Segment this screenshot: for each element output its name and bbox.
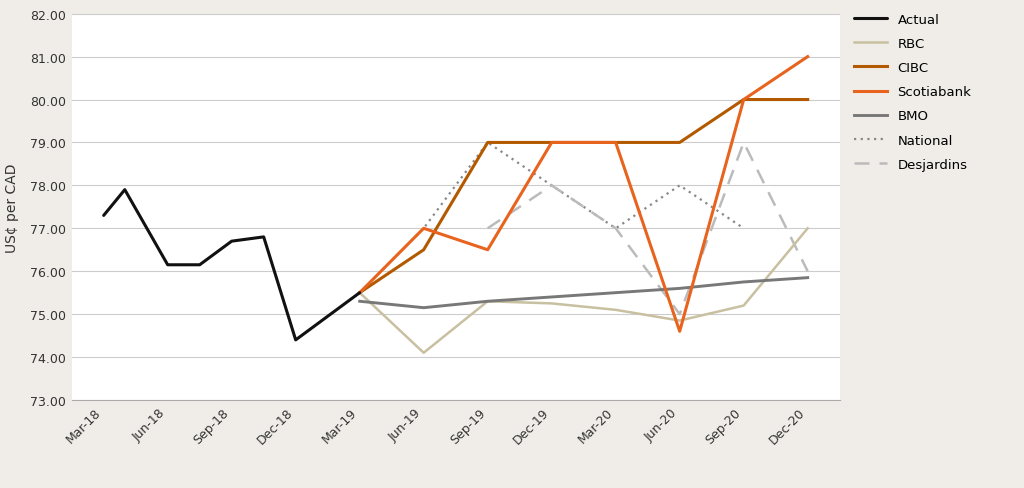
RBC <box>418 350 430 356</box>
Scotiabank <box>609 140 622 146</box>
CIBC <box>609 140 622 146</box>
Actual <box>353 290 366 296</box>
Actual <box>225 239 238 244</box>
RBC <box>353 290 366 296</box>
Scotiabank <box>674 329 686 335</box>
Actual <box>290 337 302 343</box>
National <box>353 290 366 296</box>
Desjardins <box>674 311 686 317</box>
Desjardins <box>481 226 494 232</box>
CIBC <box>481 140 494 146</box>
BMO <box>802 275 814 281</box>
Actual <box>97 213 110 219</box>
Y-axis label: US¢ per CAD: US¢ per CAD <box>5 163 19 252</box>
Desjardins <box>609 226 622 232</box>
RBC <box>481 299 494 305</box>
Actual <box>119 187 131 193</box>
RBC <box>802 226 814 232</box>
CIBC <box>353 290 366 296</box>
National <box>481 140 494 146</box>
National <box>418 226 430 232</box>
Scotiabank <box>802 55 814 61</box>
Line: Scotiabank: Scotiabank <box>359 58 808 332</box>
BMO <box>737 280 750 285</box>
Scotiabank <box>737 98 750 103</box>
Line: RBC: RBC <box>359 229 808 353</box>
BMO <box>546 294 558 300</box>
BMO <box>674 286 686 292</box>
BMO <box>609 290 622 296</box>
BMO <box>353 299 366 305</box>
Line: National: National <box>359 143 743 293</box>
CIBC <box>737 98 750 103</box>
BMO <box>418 305 430 311</box>
CIBC <box>674 140 686 146</box>
Scotiabank <box>481 247 494 253</box>
National <box>737 226 750 232</box>
Scotiabank <box>353 290 366 296</box>
Legend: Actual, RBC, CIBC, Scotiabank, BMO, National, Desjardins: Actual, RBC, CIBC, Scotiabank, BMO, Nati… <box>854 14 972 171</box>
National <box>609 226 622 232</box>
Scotiabank <box>418 226 430 232</box>
CIBC <box>802 98 814 103</box>
Actual <box>194 262 206 268</box>
National <box>674 183 686 189</box>
Line: Actual: Actual <box>103 190 359 340</box>
BMO <box>481 299 494 305</box>
CIBC <box>546 140 558 146</box>
Desjardins <box>546 183 558 189</box>
Desjardins <box>737 140 750 146</box>
Line: Desjardins: Desjardins <box>487 143 808 314</box>
RBC <box>737 303 750 309</box>
Actual <box>162 262 174 268</box>
RBC <box>609 307 622 313</box>
National <box>546 183 558 189</box>
Line: BMO: BMO <box>359 278 808 308</box>
CIBC <box>418 247 430 253</box>
RBC <box>674 318 686 324</box>
Actual <box>258 234 270 240</box>
Desjardins <box>802 269 814 275</box>
Scotiabank <box>546 140 558 146</box>
Line: CIBC: CIBC <box>359 101 808 293</box>
RBC <box>546 301 558 307</box>
